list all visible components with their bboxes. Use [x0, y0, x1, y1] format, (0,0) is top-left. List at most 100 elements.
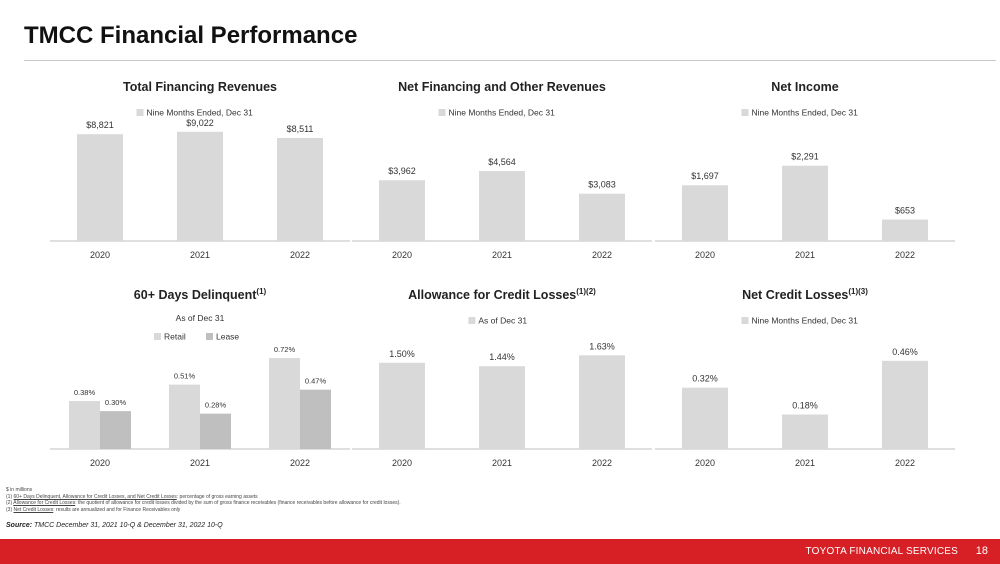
- chart-title-superscript: (1): [256, 287, 266, 296]
- bar-2021: [782, 414, 828, 449]
- bar-2022: [579, 193, 625, 241]
- data-label: 0.47%: [305, 377, 327, 386]
- chart-net-credit-losses: Net Credit Losses(1)(3) Nine Months Ended…: [655, 278, 955, 478]
- x-tick-label: 2020: [90, 458, 110, 468]
- x-tick-label: 2021: [190, 458, 210, 468]
- chart-title: Net Income: [771, 80, 838, 94]
- data-label: $2,291: [791, 152, 819, 162]
- bar-2022: [277, 137, 323, 241]
- data-label: $653: [895, 206, 915, 216]
- legend-label: Lease: [216, 332, 239, 342]
- footnote-3: (3) Net Credit Losses: results are annua…: [6, 507, 706, 514]
- chart-title: Allowance for Credit Losses(1)(2): [408, 287, 596, 302]
- legend-label: Nine Months Ended, Dec 31: [147, 108, 254, 118]
- x-tick-label: 2022: [895, 250, 915, 260]
- x-tick-label: 2021: [492, 250, 512, 260]
- x-tick-label: 2020: [392, 250, 412, 260]
- legend-label: As of Dec 31: [478, 316, 527, 326]
- legend-swatch: [438, 109, 446, 116]
- x-tick-label: 2021: [795, 250, 815, 260]
- data-label: $8,821: [86, 120, 114, 130]
- page-number: 18: [975, 545, 988, 557]
- footer-bar: TOYOTA FINANCIAL SERVICES 18: [0, 539, 1000, 564]
- footnote-3-term: Net Credit Losses: [13, 506, 54, 513]
- chart-title: 60+ Days Delinquent(1): [134, 287, 267, 302]
- footnote-3-prefix: (3): [6, 506, 14, 513]
- x-tick-label: 2021: [190, 250, 210, 260]
- footnote-2-term: Allowance for Credit Losses: [13, 500, 76, 507]
- x-tick-label: 2021: [795, 458, 815, 468]
- data-label: $1,697: [691, 171, 719, 181]
- data-label: 0.46%: [892, 347, 918, 357]
- footnote-2: (2) Allowance for Credit Losses: the quo…: [6, 500, 706, 507]
- bar-2020-lease: [100, 411, 131, 449]
- legend-swatch: [154, 333, 161, 340]
- source-label: Source:: [6, 522, 33, 529]
- title-divider: [24, 60, 996, 61]
- page-title: TMCC Financial Performance: [24, 22, 358, 49]
- footnote-1: (1) 60+ Days Delinquent, Allowance for C…: [6, 494, 706, 501]
- legend-swatch: [206, 333, 213, 340]
- chart-title-superscript: (1)(3): [848, 287, 868, 296]
- data-label: 0.18%: [792, 401, 818, 411]
- bar-2020: [682, 185, 728, 241]
- legend-swatch: [468, 317, 476, 324]
- footnote-units-text: $ in millions: [6, 487, 33, 493]
- bar-2021: [782, 165, 828, 241]
- data-label: 0.51%: [174, 372, 196, 381]
- bar-2020: [379, 362, 425, 449]
- footnote-2-prefix: (2): [6, 500, 14, 507]
- footnotes: $ in millions (1) 60+ Days Delinquent, A…: [6, 487, 706, 513]
- x-tick-label: 2022: [895, 458, 915, 468]
- data-label: 0.30%: [105, 398, 127, 407]
- chart-allowance-credit-losses: Allowance for Credit Losses(1)(2) As of D…: [352, 278, 652, 478]
- chart-total-financing-revenues: Total Financing Revenues Nine Months Ende…: [50, 70, 350, 270]
- footnote-1-term: 60+ Days Delinquent, Allowance for Credi…: [13, 493, 177, 500]
- data-label: 1.44%: [489, 352, 515, 362]
- chart-net-financing-other-revenues: Net Financing and Other Revenues Nine Mon…: [352, 70, 652, 270]
- chart-60-days-delinquent: 60+ Days Delinquent(1) As of Dec 31 Retail…: [50, 278, 350, 478]
- bar-2020-retail: [69, 401, 100, 449]
- bar-2021: [177, 131, 223, 241]
- x-tick-label: 2020: [90, 250, 110, 260]
- source-text: TMCC December 31, 2021 10-Q & December 3…: [32, 522, 223, 529]
- data-label: 0.28%: [205, 401, 227, 410]
- footnote-2-text: : the quotient of allowance for credit l…: [75, 500, 401, 507]
- legend-swatch: [741, 317, 749, 324]
- bar-2021-lease: [200, 413, 231, 449]
- x-tick-label: 2021: [492, 458, 512, 468]
- bar-2022: [882, 360, 928, 449]
- x-tick-label: 2020: [695, 250, 715, 260]
- data-label: 1.63%: [589, 341, 615, 351]
- chart-title: Total Financing Revenues: [123, 80, 277, 94]
- data-label: $3,962: [388, 166, 416, 176]
- x-tick-label: 2022: [592, 458, 612, 468]
- bar-2022-retail: [269, 358, 300, 449]
- bar-2022: [579, 355, 625, 449]
- footer-brand: TOYOTA FINANCIAL SERVICES: [805, 546, 958, 557]
- bar-2020: [682, 387, 728, 449]
- footnote-1-prefix: (1): [6, 493, 14, 500]
- chart-title: Net Financing and Other Revenues: [398, 80, 606, 94]
- footnote-units: $ in millions: [6, 487, 706, 494]
- data-label: 0.32%: [692, 374, 718, 384]
- data-label: $8,511: [287, 124, 314, 134]
- bar-2020: [77, 134, 123, 241]
- footnote-1-text: : percentage of gross earning assets: [176, 493, 258, 500]
- data-label: $9,022: [186, 118, 214, 128]
- x-tick-label: 2022: [290, 458, 310, 468]
- legend-label: Nine Months Ended, Dec 31: [449, 108, 556, 118]
- chart-title: Net Credit Losses(1)(3): [742, 287, 868, 302]
- chart-svg: Total Financing Revenues Nine Months Ende…: [50, 80, 350, 260]
- bar-2021: [479, 171, 525, 241]
- chart-svg: Net Income Nine Months Ended, Dec 31 $1,69…: [655, 80, 955, 260]
- bar-2020: [379, 180, 425, 241]
- bar-2021-retail: [169, 384, 200, 449]
- legend-label: Retail: [164, 332, 186, 342]
- data-label: 0.72%: [274, 345, 296, 354]
- chart-net-income: Net Income Nine Months Ended, Dec 31 $1,69…: [655, 70, 955, 270]
- x-tick-label: 2022: [290, 250, 310, 260]
- chart-subtitle: As of Dec 31: [176, 313, 225, 323]
- chart-svg: 60+ Days Delinquent(1) As of Dec 31 Retail…: [50, 287, 350, 468]
- bar-2022: [882, 219, 928, 241]
